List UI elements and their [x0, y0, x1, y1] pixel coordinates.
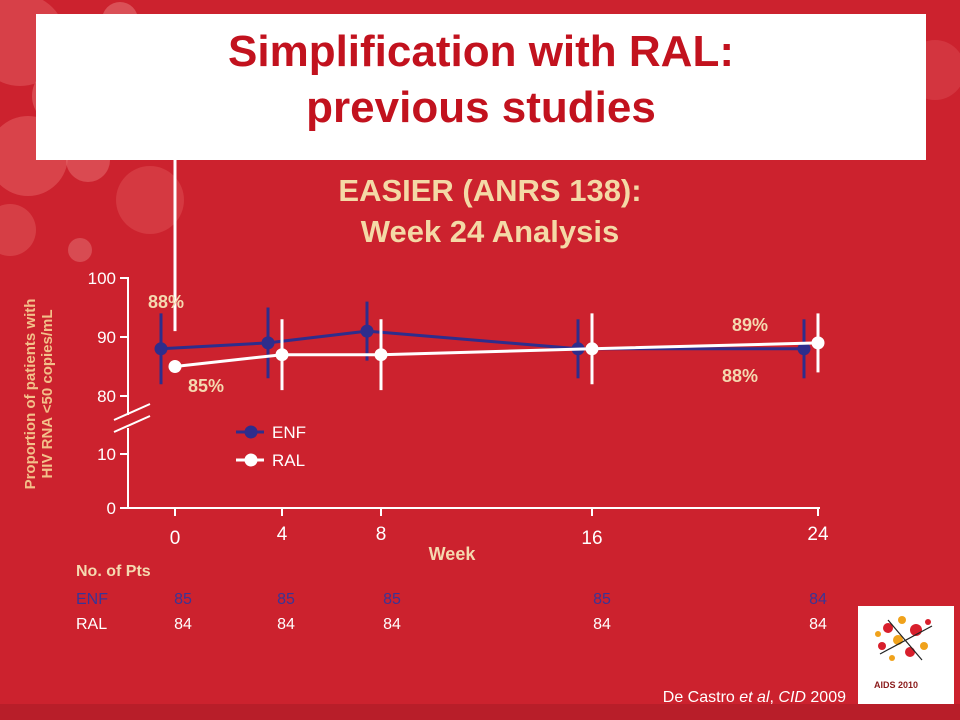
- y-axis-label-line-2: HIV RNA <50 copies/mL: [39, 309, 56, 479]
- axis-break-mark-2: [113, 415, 151, 433]
- data-point: [261, 336, 275, 350]
- data-point: [374, 348, 388, 362]
- legend-label: ENF: [272, 423, 306, 442]
- citation-etal: et al: [739, 689, 770, 706]
- series-ral: [168, 81, 825, 391]
- patients-count-cell: 84: [809, 591, 827, 608]
- citation: De Castro et al, CID 2009: [620, 689, 846, 707]
- x-tick-label: 16: [581, 528, 602, 549]
- legend-swatch-dot: [244, 425, 258, 439]
- subtitle-line-2: Week 24 Analysis: [360, 214, 620, 249]
- title-box: [36, 14, 926, 160]
- logo-text: AIDS 2010: [874, 680, 919, 690]
- patients-count-cell: 85: [277, 591, 295, 608]
- slide-title: Simplification with RAL: previous studie…: [36, 24, 926, 136]
- y-tick-label: 0: [107, 499, 116, 518]
- data-point: [168, 360, 182, 373]
- chart-subtitle: EASIER (ANRS 138): Week 24 Analysis: [180, 170, 800, 252]
- x-tick-label: 0: [170, 528, 181, 549]
- x-tick-label: 24: [807, 524, 829, 545]
- y-axis-label-line-1: Proportion of patients with: [22, 298, 39, 490]
- data-point: [360, 324, 374, 338]
- x-axis-label: Week: [429, 544, 477, 564]
- series-enf: [154, 301, 811, 385]
- data-point: [811, 336, 825, 350]
- citation-authors: De Castro: [662, 689, 740, 706]
- citation-year: 2009: [805, 689, 846, 706]
- patients-row-label: RAL: [76, 616, 108, 633]
- patients-count-cell: 84: [383, 616, 401, 633]
- data-point: [585, 342, 599, 356]
- title-line-1: Simplification with RAL:: [228, 27, 734, 76]
- legend-item-ral: RAL: [236, 451, 305, 470]
- data-label: 88%: [722, 366, 758, 386]
- title-line-2: previous studies: [306, 83, 656, 132]
- y-tick-label: 80: [97, 387, 116, 406]
- axis-break-mark-1: [113, 403, 151, 421]
- patients-count-cell: 84: [593, 616, 611, 633]
- data-label: 89%: [732, 315, 768, 335]
- patients-count-cell: 84: [174, 616, 192, 633]
- data-label: 88%: [148, 292, 184, 312]
- y-tick-label: 90: [97, 328, 116, 347]
- subtitle-line-1: EASIER (ANRS 138):: [338, 173, 642, 208]
- data-point: [154, 342, 168, 356]
- patients-count-cell: 84: [277, 616, 295, 633]
- y-axis-label: Proportion of patients with HIV RNA <50 …: [22, 264, 66, 524]
- x-tick-label: 4: [277, 524, 288, 545]
- logo-graphic-icon: [875, 616, 933, 661]
- patients-count-cell: 85: [383, 591, 401, 608]
- patients-row-label: ENF: [76, 591, 108, 608]
- patients-count-cell: 85: [593, 591, 611, 608]
- citation-sep: ,: [769, 689, 779, 706]
- bottom-bar: [0, 704, 960, 720]
- data-point: [275, 348, 289, 362]
- legend-item-enf: ENF: [236, 423, 306, 442]
- x-tick-label: 8: [376, 524, 387, 545]
- patients-table-title: No. of Pts: [76, 563, 151, 580]
- legend-swatch-dot: [244, 453, 258, 467]
- citation-journal: CID: [778, 689, 806, 706]
- legend-label: RAL: [272, 451, 305, 470]
- patients-count-cell: 85: [174, 591, 192, 608]
- data-point: [797, 342, 811, 356]
- patients-count-cell: 84: [809, 616, 827, 633]
- y-tick-label: 10: [97, 445, 116, 464]
- aids-2010-logo: AIDS 2010: [858, 606, 954, 706]
- y-tick-label: 100: [88, 269, 116, 288]
- data-label: 85%: [188, 376, 224, 396]
